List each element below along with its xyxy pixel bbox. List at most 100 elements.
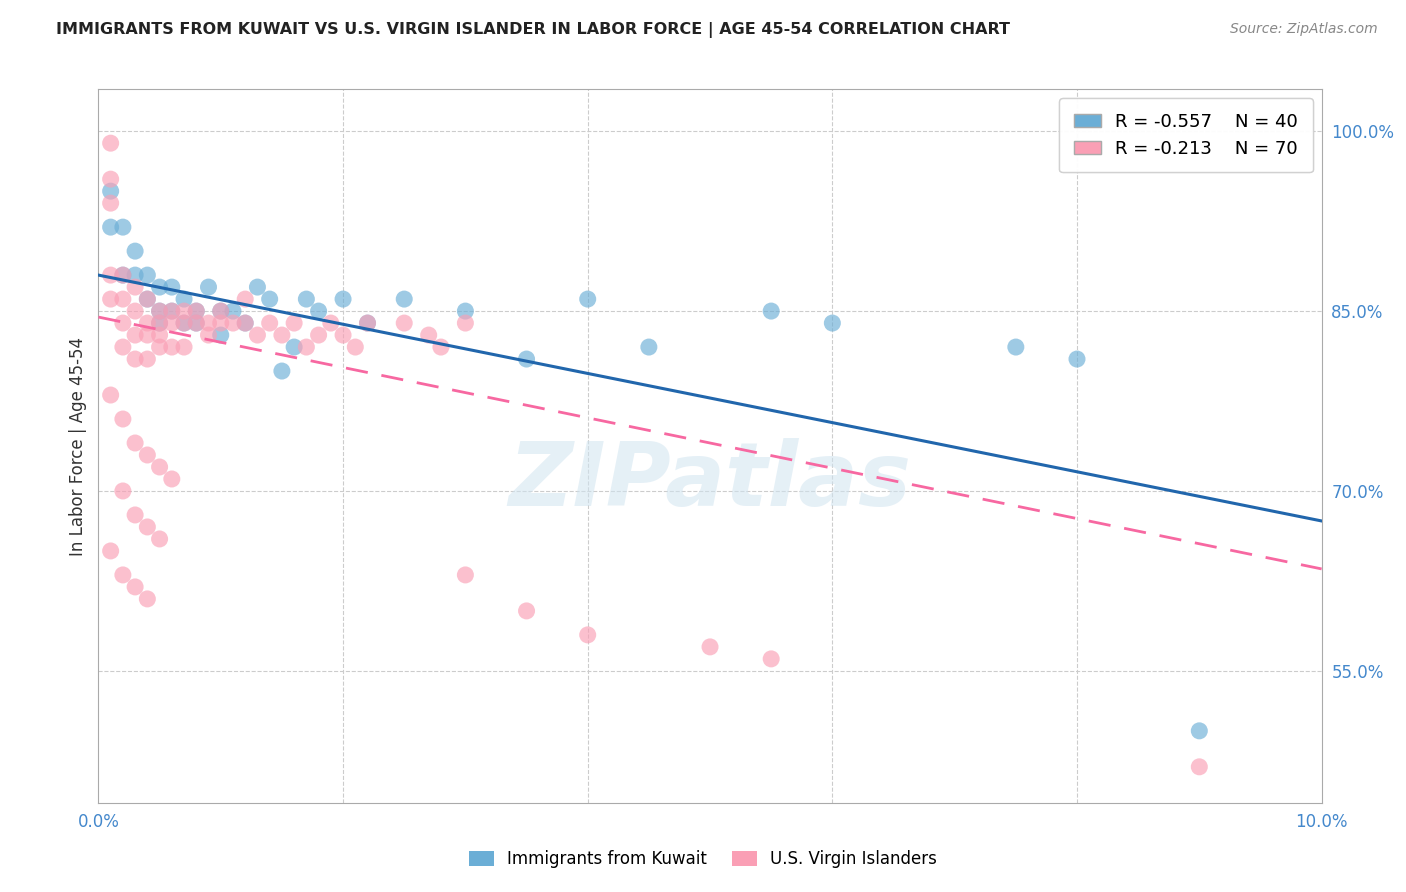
Point <box>516 604 538 618</box>
Point <box>392 316 416 330</box>
Point <box>149 532 172 546</box>
Point <box>100 184 122 198</box>
Point <box>233 316 256 330</box>
Point <box>576 292 599 306</box>
Point <box>759 304 782 318</box>
Point <box>332 292 354 306</box>
Point <box>637 340 661 354</box>
Point <box>233 316 256 330</box>
Point <box>295 340 318 354</box>
Point <box>1066 352 1088 367</box>
Point <box>124 508 146 522</box>
Point <box>699 640 721 654</box>
Point <box>308 328 330 343</box>
Point <box>430 340 453 354</box>
Point <box>124 244 146 259</box>
Point <box>124 328 146 343</box>
Point <box>100 196 122 211</box>
Point <box>308 304 330 318</box>
Point <box>259 316 281 330</box>
Point <box>173 304 195 318</box>
Point <box>1188 760 1211 774</box>
Point <box>821 316 844 330</box>
Point <box>149 340 172 354</box>
Point <box>111 483 134 498</box>
Text: Source: ZipAtlas.com: Source: ZipAtlas.com <box>1230 22 1378 37</box>
Point <box>197 316 219 330</box>
Point <box>100 136 122 151</box>
Point <box>186 304 208 318</box>
Point <box>149 460 172 475</box>
Point <box>295 292 318 306</box>
Point <box>222 316 245 330</box>
Point <box>173 316 195 330</box>
Point <box>160 304 183 318</box>
Point <box>160 280 183 294</box>
Point <box>100 268 122 282</box>
Point <box>283 340 305 354</box>
Point <box>111 316 134 330</box>
Point <box>197 280 219 294</box>
Point <box>100 292 122 306</box>
Point <box>209 304 232 318</box>
Point <box>136 520 159 534</box>
Point <box>111 568 134 582</box>
Point <box>197 328 219 343</box>
Point <box>160 304 183 318</box>
Point <box>270 328 292 343</box>
Point <box>1004 340 1026 354</box>
Point <box>136 448 159 462</box>
Point <box>136 352 159 367</box>
Point <box>270 364 292 378</box>
Point <box>1188 723 1211 738</box>
Point <box>149 316 172 330</box>
Point <box>209 316 232 330</box>
Point <box>149 316 172 330</box>
Point <box>136 316 159 330</box>
Point <box>100 172 122 186</box>
Point <box>160 472 183 486</box>
Point <box>149 328 172 343</box>
Point <box>222 304 245 318</box>
Point <box>124 436 146 450</box>
Point <box>332 328 354 343</box>
Point <box>136 591 159 606</box>
Point <box>111 268 134 282</box>
Point <box>186 316 208 330</box>
Point <box>759 652 782 666</box>
Point <box>100 544 122 558</box>
Point <box>356 316 378 330</box>
Legend: R = -0.557    N = 40, R = -0.213    N = 70: R = -0.557 N = 40, R = -0.213 N = 70 <box>1060 98 1313 172</box>
Point <box>576 628 599 642</box>
Point <box>100 220 122 235</box>
Point <box>418 328 440 343</box>
Point <box>124 352 146 367</box>
Text: IMMIGRANTS FROM KUWAIT VS U.S. VIRGIN ISLANDER IN LABOR FORCE | AGE 45-54 CORREL: IMMIGRANTS FROM KUWAIT VS U.S. VIRGIN IS… <box>56 22 1011 38</box>
Point <box>246 280 269 294</box>
Point <box>136 292 159 306</box>
Point <box>124 304 146 318</box>
Point <box>209 304 232 318</box>
Point <box>209 328 232 343</box>
Point <box>186 304 208 318</box>
Point <box>246 328 269 343</box>
Point <box>454 316 477 330</box>
Point <box>124 268 146 282</box>
Point <box>186 316 208 330</box>
Y-axis label: In Labor Force | Age 45-54: In Labor Force | Age 45-54 <box>69 336 87 556</box>
Point <box>344 340 367 354</box>
Point <box>111 268 134 282</box>
Point <box>136 292 159 306</box>
Point <box>111 412 134 426</box>
Point <box>356 316 378 330</box>
Point <box>136 328 159 343</box>
Point <box>233 292 256 306</box>
Point <box>319 316 342 330</box>
Point <box>173 316 195 330</box>
Point <box>124 280 146 294</box>
Point <box>149 304 172 318</box>
Point <box>136 268 159 282</box>
Point <box>454 304 477 318</box>
Point <box>124 580 146 594</box>
Point <box>160 316 183 330</box>
